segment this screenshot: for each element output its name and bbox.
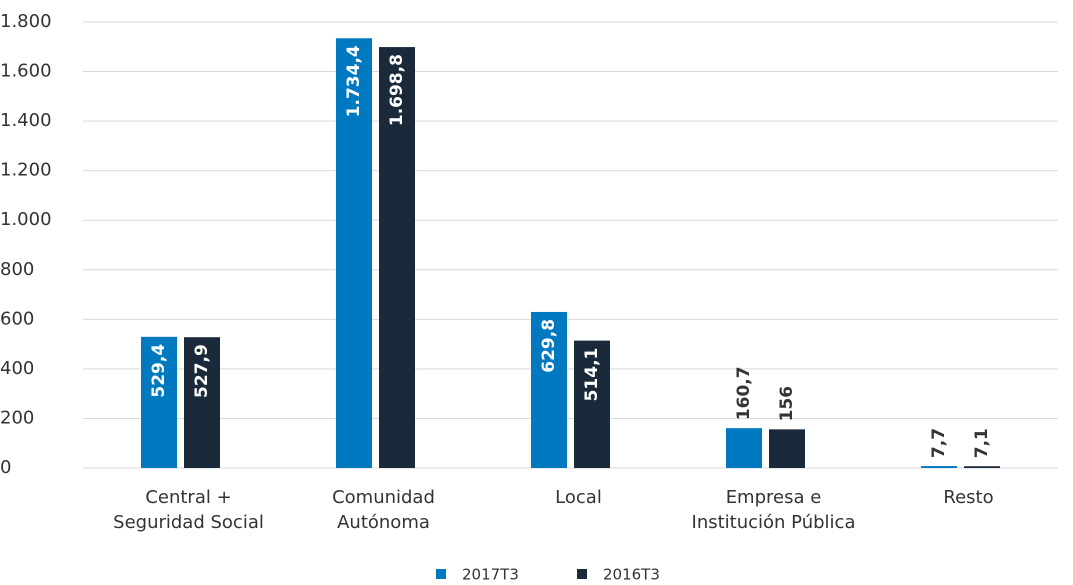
legend-swatch [436,569,446,579]
value-label: 629,8 [539,319,559,373]
bar [769,429,805,468]
bar [574,340,610,468]
value-label: 1.698,8 [387,54,407,126]
y-tick-label: 0 [0,457,11,478]
y-tick-label: 600 [0,308,34,329]
y-tick-label: 800 [0,259,34,280]
y-tick-label: 1.200 [0,160,52,181]
bar [726,428,762,468]
x-tick-label: Autónoma [337,512,430,533]
legend-swatch [577,569,587,579]
y-tick-label: 1.000 [0,209,52,230]
legend-label: 2016T3 [603,566,660,584]
y-tick-label: 400 [0,358,34,379]
value-label: 156 [777,386,797,422]
y-tick-label: 1.400 [0,110,52,131]
bar [921,466,957,468]
x-tick-label: Institución Pública [692,512,856,533]
x-tick-label: Resto [943,487,993,508]
bar [184,337,220,468]
value-label: 527,9 [192,344,212,398]
x-tick-label: Central + [145,487,231,508]
bar [379,47,415,469]
legend-label: 2017T3 [462,566,519,584]
value-label: 7,1 [972,428,992,458]
value-label: 160,7 [734,366,754,420]
value-label: 529,4 [149,344,169,398]
x-tick-label: Comunidad [332,487,435,508]
y-tick-label: 1.800 [0,11,52,32]
y-tick-label: 1.600 [0,61,52,82]
bar [964,466,1000,468]
value-label: 514,1 [582,348,602,402]
bar [531,311,567,468]
y-tick-label: 200 [0,407,34,428]
x-tick-label: Local [555,487,602,508]
bar [336,38,372,469]
x-tick-label: Seguridad Social [113,512,264,533]
value-label: 1.734,4 [344,45,364,117]
x-tick-label: Empresa e [726,487,822,508]
value-label: 7,7 [929,428,949,458]
bar [141,336,177,468]
